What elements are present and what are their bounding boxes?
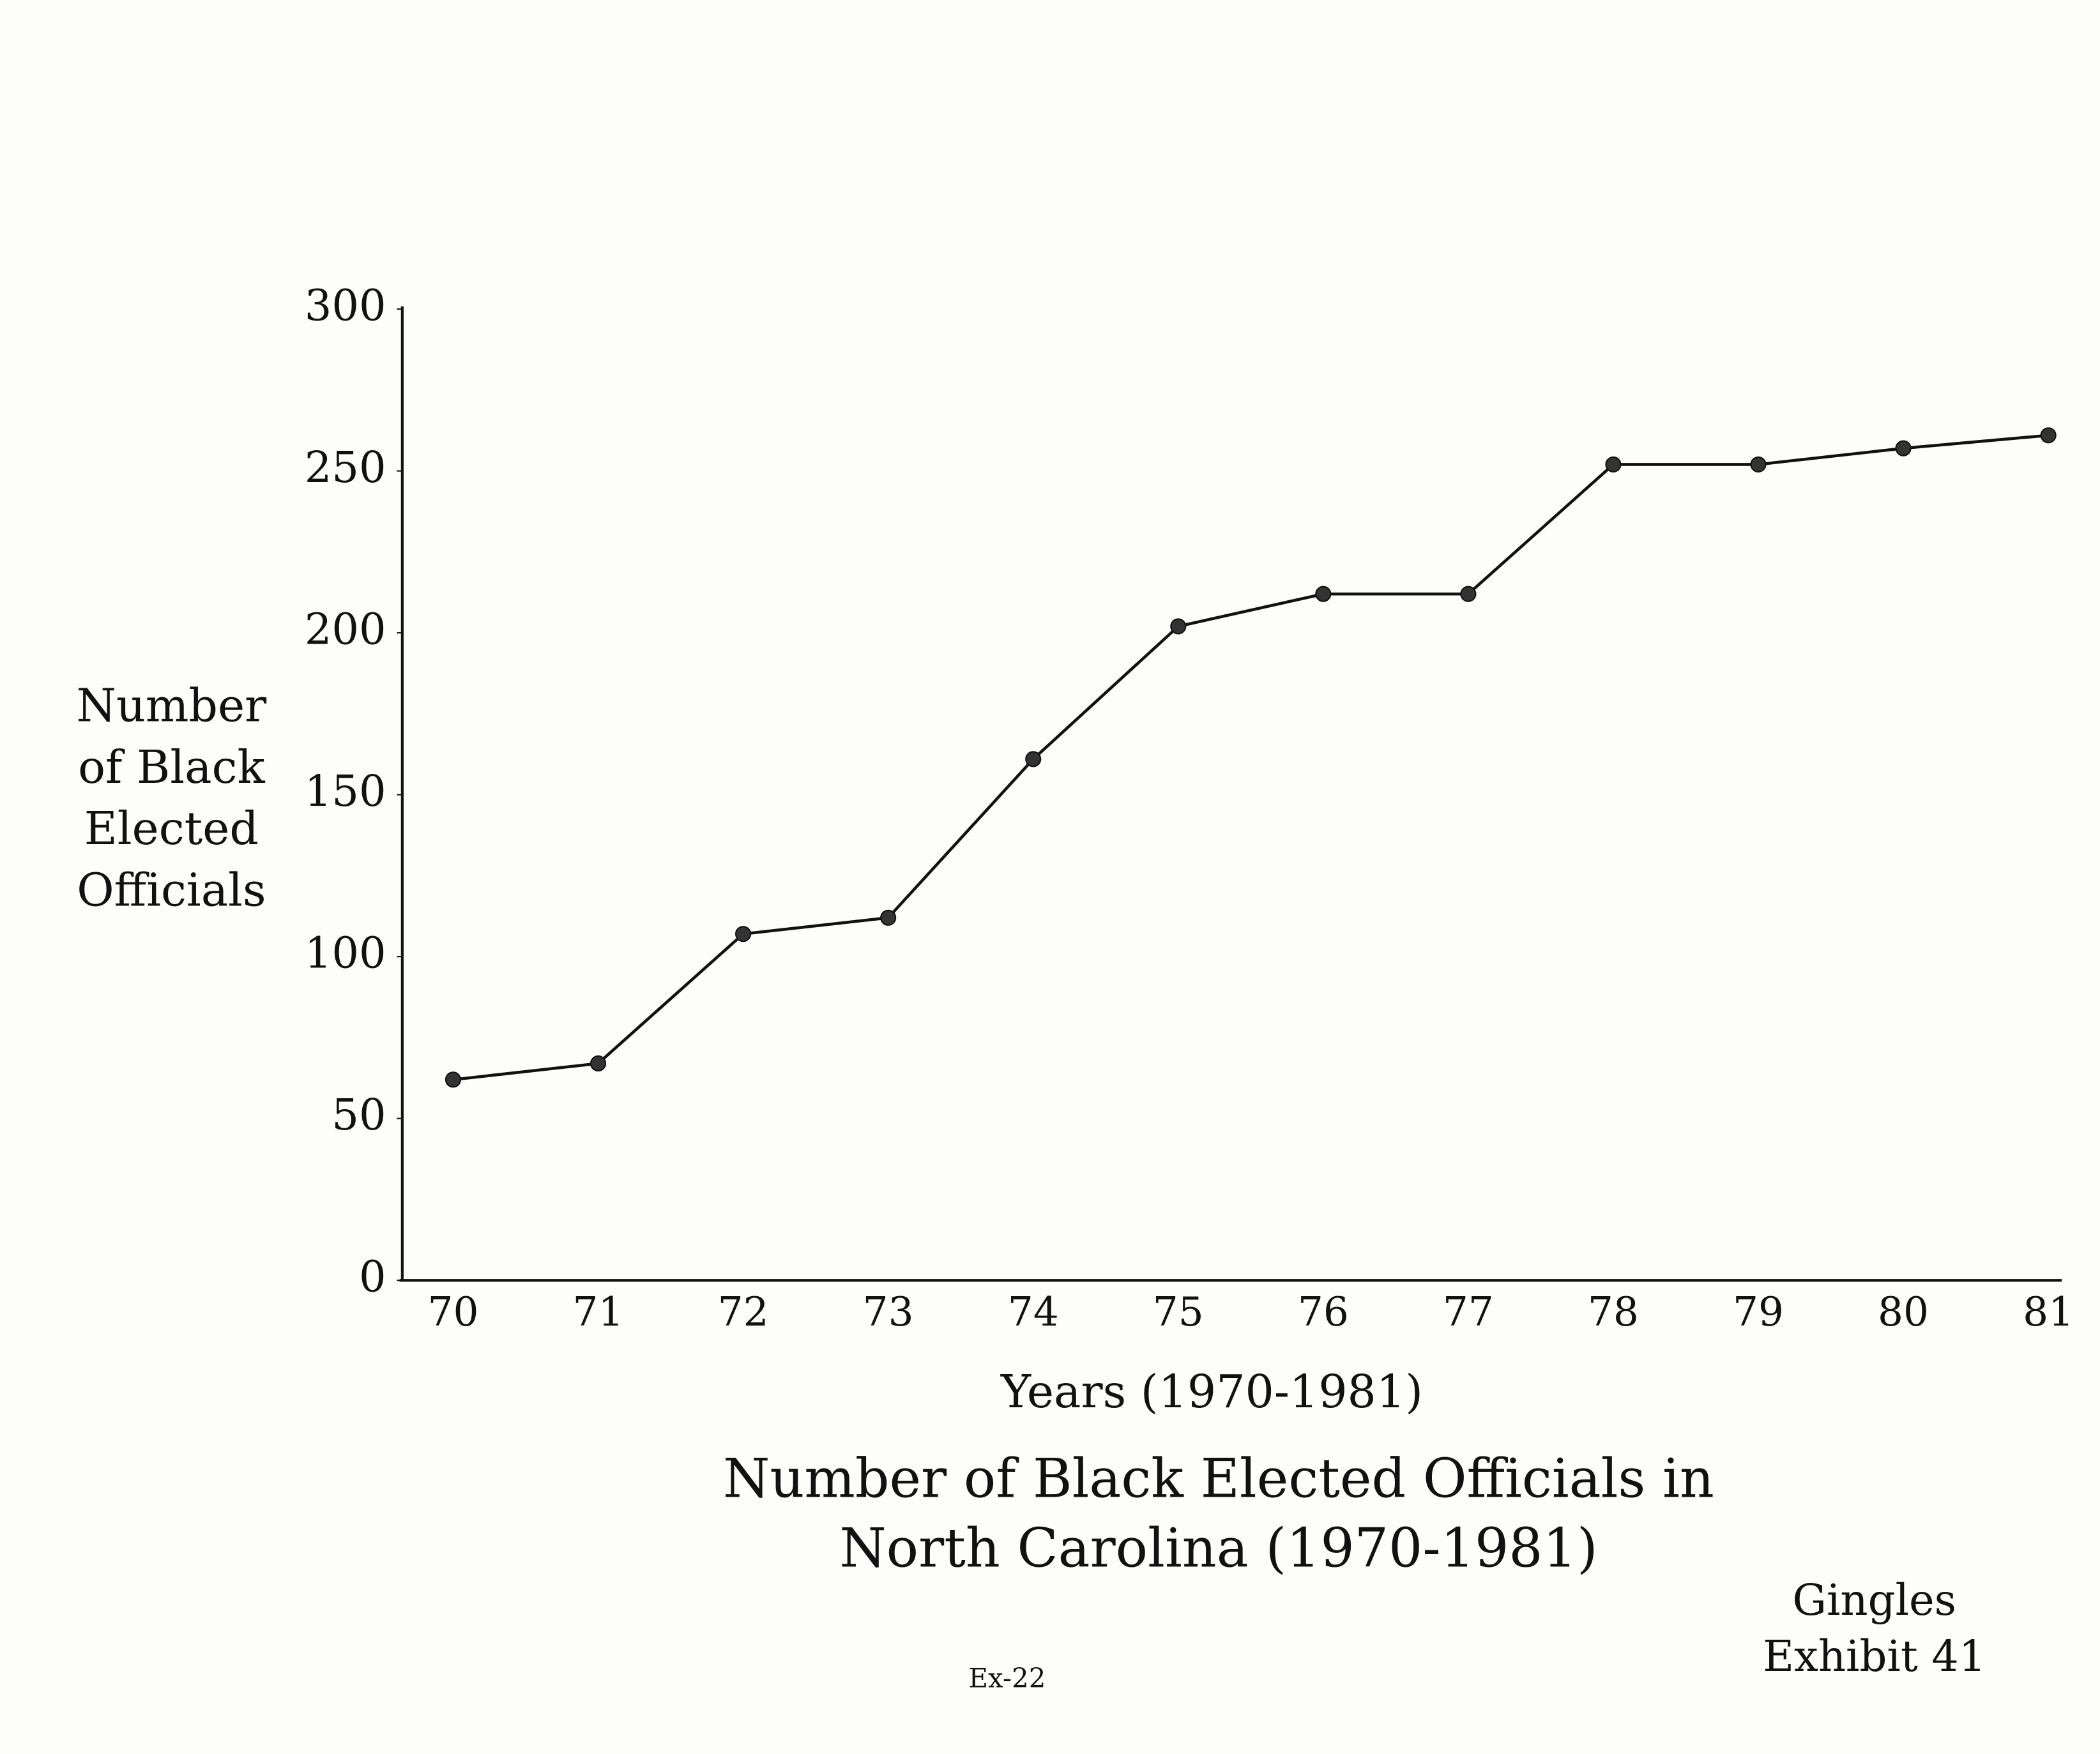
point: [1170, 618, 1187, 635]
y-tick-label: 200: [305, 605, 386, 654]
point: [735, 926, 752, 942]
point: [590, 1055, 607, 1072]
x-tick-label: 71: [573, 1289, 624, 1335]
x-tick-label: 73: [863, 1289, 914, 1335]
point: [2040, 427, 2057, 444]
point: [880, 909, 897, 926]
point: [445, 1071, 462, 1088]
point: [1025, 751, 1042, 767]
x-tick-label: 75: [1153, 1289, 1204, 1335]
x-tick-label: 81: [2023, 1289, 2074, 1335]
title-box: Number of Black Elected Officials in Nor…: [723, 1449, 1714, 1580]
point: [1460, 586, 1477, 602]
annotation: Gingles Exhibit 41: [1763, 1575, 1986, 1682]
y-tick-label: 250: [305, 442, 386, 492]
y-axis-label: Number of Black Elected Officials: [76, 679, 267, 918]
x-tick-label: 70: [427, 1289, 478, 1335]
x-tick-label: 72: [718, 1289, 769, 1335]
point: [1895, 440, 1912, 457]
y-tick-label: 150: [305, 766, 386, 816]
y-tick-label: 100: [305, 928, 386, 978]
annotation: Ex-22: [968, 1662, 1046, 1693]
y-tick-label: 50: [331, 1090, 386, 1140]
y-tick-label: 0: [359, 1252, 386, 1302]
x-tick-label: 80: [1878, 1289, 1929, 1335]
x-tick-label: 74: [1008, 1289, 1059, 1335]
x-tick-label: 76: [1298, 1289, 1349, 1335]
line: [453, 434, 2049, 1082]
y-tick-label: 300: [305, 281, 386, 331]
point: [1605, 456, 1622, 473]
chart-title: Number of Black Elected Officials in Nor…: [723, 1449, 1714, 1580]
x-tick-label: 79: [1733, 1289, 1784, 1335]
x-axis-label: Years (1970-1981): [1000, 1365, 1423, 1418]
y-axis-label-box: Number of Black Elected Officials: [76, 679, 267, 918]
annotation-box: Gingles Exhibit 41: [1763, 1575, 1986, 1682]
point: [1750, 456, 1767, 473]
x-tick-label: 77: [1443, 1289, 1494, 1335]
point: [1315, 586, 1332, 602]
x-tick-label: 78: [1588, 1289, 1639, 1335]
